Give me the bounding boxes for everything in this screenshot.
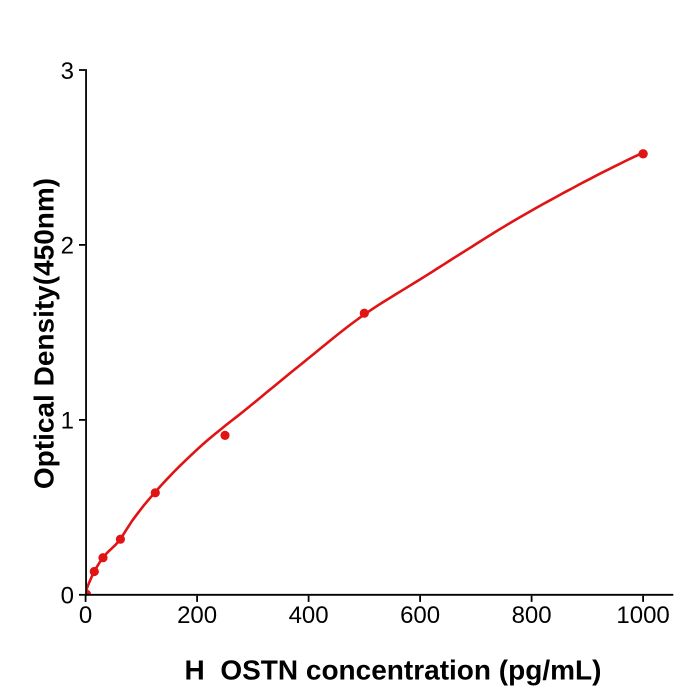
svg-text:1000: 1000 <box>616 602 669 629</box>
svg-text:Optical Density(450nm): Optical Density(450nm) <box>29 178 60 489</box>
svg-text:2: 2 <box>61 233 74 260</box>
svg-text:600: 600 <box>400 602 440 629</box>
svg-text:200: 200 <box>177 602 217 629</box>
svg-text:800: 800 <box>512 602 552 629</box>
svg-text:3: 3 <box>61 58 74 85</box>
svg-text:1: 1 <box>61 408 74 435</box>
svg-text:400: 400 <box>289 602 329 629</box>
svg-text:0: 0 <box>61 583 74 610</box>
svg-text:H OSTN concentration (pg/mL): H OSTN concentration (pg/mL) <box>185 655 602 686</box>
svg-text:0: 0 <box>79 602 92 629</box>
